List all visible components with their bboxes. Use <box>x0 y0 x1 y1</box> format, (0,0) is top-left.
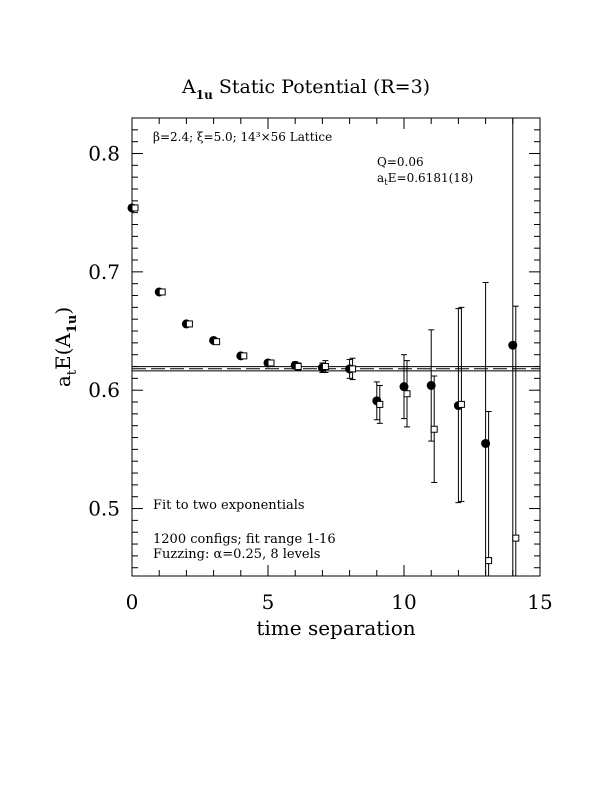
y-tick-label: 0.6 <box>88 378 120 402</box>
y-tick-label: 0.5 <box>88 497 120 521</box>
x-tick-label: 15 <box>527 590 552 614</box>
y-tick-label: 0.8 <box>88 142 120 166</box>
y-tick-label: 0.7 <box>88 260 120 284</box>
x-tick-label: 0 <box>126 590 139 614</box>
configs-annotation: 1200 configs; fit range 1-16 <box>153 532 336 547</box>
data-point-circle <box>481 438 491 448</box>
data-point-square <box>403 390 411 398</box>
data-point-square <box>349 365 357 373</box>
x-tick-label: 10 <box>391 590 416 614</box>
data-point-square <box>457 400 465 408</box>
plot-frame <box>131 117 541 577</box>
data-point-square <box>213 338 221 346</box>
data-point-square <box>485 557 493 565</box>
x-axis-label: time separation <box>256 616 415 640</box>
data-point-square <box>294 363 302 371</box>
fit-band <box>132 366 540 372</box>
data-point-square <box>376 400 384 408</box>
x-tick-labels: 0 5 10 15 <box>126 590 553 614</box>
energy-annotation: atE=0.6181(18) <box>377 171 473 188</box>
fit-label: Fit to two exponentials <box>153 498 305 513</box>
data-point-circle <box>426 380 436 390</box>
data-point-square <box>158 288 166 296</box>
axis-ticks <box>131 118 541 576</box>
y-tick-labels: 0.5 0.6 0.7 0.8 <box>88 142 120 521</box>
y-axis-label: atE(A1u) <box>51 307 80 387</box>
q-annotation: Q=0.06 <box>377 155 424 169</box>
data-point-square <box>512 534 520 542</box>
lattice-annotation: β=2.4; ξ=5.0; 14³×56 Lattice <box>153 130 332 144</box>
x-tick-label: 5 <box>262 590 275 614</box>
fuzzing-annotation: Fuzzing: α=0.25, 8 levels <box>153 547 320 562</box>
data-point-circle <box>508 340 518 350</box>
data-point-square <box>185 320 193 328</box>
data-point-square <box>240 352 248 360</box>
data-point-square <box>267 359 275 367</box>
data-point-square <box>321 363 329 371</box>
data-point-square <box>430 425 438 433</box>
chart-title: A1u Static Potential (R=3) <box>181 76 430 102</box>
data-point-square <box>131 204 139 212</box>
data-points <box>127 118 520 576</box>
